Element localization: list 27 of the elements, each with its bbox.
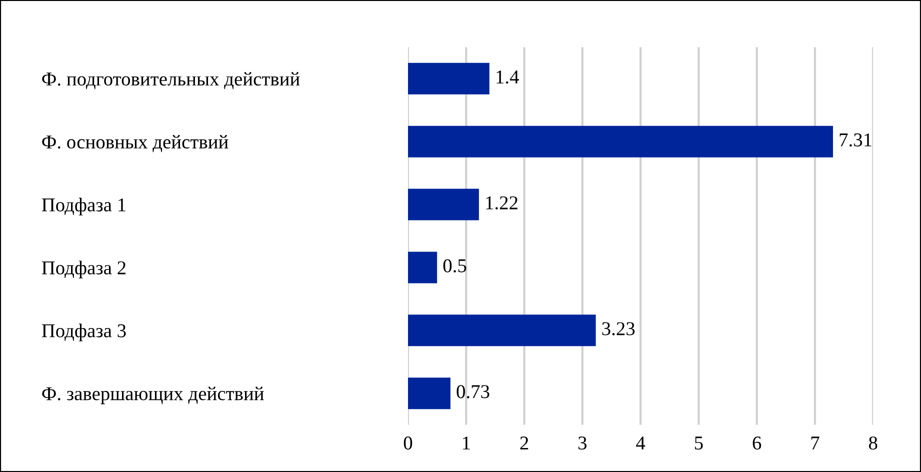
x-tick-label: 7	[811, 436, 820, 450]
y-tick-label: Подфаза 3	[42, 324, 126, 342]
y-tick-label: Ф. основных действий	[42, 135, 228, 152]
x-tick-label: 3	[578, 436, 587, 450]
x-tick-label: 8	[868, 436, 878, 450]
x-tick-label: 2	[520, 436, 528, 450]
bar	[408, 252, 438, 284]
y-tick-label: Ф. подготовительных действий	[42, 72, 300, 90]
bar	[408, 378, 450, 410]
y-tick-label: Подфаза 1	[42, 198, 126, 216]
x-tick-label: 0	[404, 436, 412, 450]
bar	[408, 62, 490, 94]
bar	[408, 314, 596, 346]
data-label: 1.22	[486, 196, 518, 210]
data-label: 1.4	[496, 70, 519, 84]
x-tick-label: 5	[694, 436, 703, 450]
data-label: 3.23	[602, 322, 635, 336]
x-tick-label: 4	[636, 436, 646, 450]
y-tick-label: Подфаза 2	[42, 260, 126, 278]
data-label: 0.73	[456, 385, 490, 398]
x-tick-label: 1	[462, 436, 470, 450]
y-tick-label: Ф. завершающих действий	[42, 386, 264, 404]
x-tick-label: 6	[752, 436, 762, 450]
bar	[408, 126, 833, 158]
data-label: 7.31	[840, 133, 872, 147]
data-label: 0.5	[443, 259, 466, 272]
bar	[408, 188, 479, 220]
